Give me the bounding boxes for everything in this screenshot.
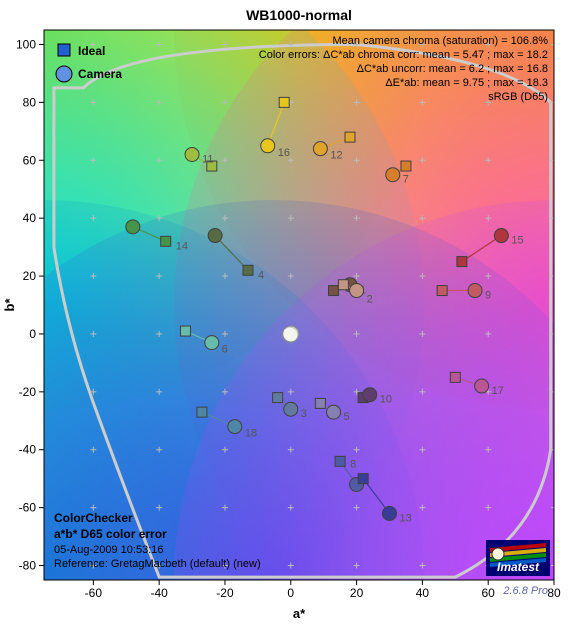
point-label: 17: [492, 385, 504, 397]
point-label: 8: [350, 458, 356, 470]
point-label: 11: [202, 153, 213, 165]
ideal-marker: [358, 474, 368, 484]
y-tick-label: -20: [19, 385, 37, 399]
x-tick-label: 60: [482, 586, 496, 600]
legend-camera-label: Camera: [78, 67, 122, 81]
point-label: 14: [176, 240, 188, 252]
stats-line: sRGB (D65): [488, 91, 548, 103]
y-tick-label: -40: [19, 443, 37, 457]
camera-marker: [468, 284, 482, 298]
camera-marker: [386, 168, 400, 182]
point-label: 5: [344, 411, 350, 423]
point-label: 4: [258, 269, 264, 281]
stats-line: ΔE*ab: mean = 9.75 ; max = 18.3: [385, 77, 548, 89]
point-label: 3: [301, 408, 307, 420]
camera-marker: [205, 336, 219, 350]
camera-marker: [126, 220, 140, 234]
camera-marker: [350, 284, 364, 298]
y-tick-label: 0: [29, 327, 36, 341]
ideal-marker: [437, 286, 447, 296]
x-tick-label: 0: [287, 586, 294, 600]
ideal-marker: [450, 372, 460, 382]
camera-marker: [327, 405, 341, 419]
y-tick-label: -60: [19, 501, 37, 515]
point-label: 18: [245, 428, 257, 440]
ideal-marker: [345, 132, 355, 142]
stats-line: Mean camera chroma (saturation) = 106.8%: [332, 35, 548, 47]
point-label: 6: [222, 344, 228, 356]
info-line4: Reference: GretagMacbeth (default) (new): [54, 558, 261, 570]
x-tick-label: 80: [547, 586, 561, 600]
x-tick-label: 20: [350, 586, 364, 600]
ideal-marker: [338, 280, 348, 290]
ideal-marker: [161, 236, 171, 246]
y-tick-label: 60: [23, 153, 37, 167]
point-label: 10: [380, 394, 392, 406]
camera-marker: [208, 229, 222, 243]
camera-marker: [382, 506, 396, 520]
info-line1: ColorChecker: [54, 511, 133, 525]
legend-camera-swatch: [56, 66, 72, 82]
ideal-marker: [315, 398, 325, 408]
ideal-marker: [401, 161, 411, 171]
x-tick-label: -60: [85, 586, 103, 600]
imatest-logo: Imatest: [486, 540, 550, 576]
camera-marker: [475, 379, 489, 393]
camera-marker: [261, 139, 275, 153]
point-label: 13: [399, 512, 411, 524]
y-tick-label: 40: [23, 211, 37, 225]
point-label: 16: [278, 147, 290, 159]
ideal-marker: [273, 393, 283, 403]
camera-marker: [313, 142, 327, 156]
ideal-marker: [457, 257, 467, 267]
ideal-marker: [335, 456, 345, 466]
legend-ideal-label: Ideal: [78, 44, 105, 58]
y-axis-label: b*: [2, 298, 17, 312]
point-label: 2: [367, 294, 373, 306]
info-line2: a*b* D65 color error: [54, 527, 167, 541]
ideal-marker: [329, 286, 339, 296]
legend-ideal-swatch: [58, 44, 70, 56]
camera-marker: [228, 420, 242, 434]
info-line3: 05-Aug-2009 10:53:16: [54, 544, 163, 556]
stats-line: ΔC*ab uncorr: mean = 6.2 ; max = 16.8: [357, 63, 548, 75]
camera-marker: [185, 147, 199, 161]
point-label: 12: [330, 150, 342, 162]
x-tick-label: -20: [216, 586, 234, 600]
camera-marker: [363, 388, 377, 402]
ideal-marker: [180, 326, 190, 336]
stats-line: Color errors: ΔC*ab chroma corr: mean = …: [259, 49, 548, 61]
ideal-marker: [279, 97, 289, 107]
imatest-label: Imatest: [497, 560, 540, 574]
neutral-marker: [282, 326, 299, 343]
y-tick-label: 100: [16, 37, 36, 51]
version-label: 2.6.8 Pro: [502, 585, 548, 597]
point-label: 9: [485, 290, 491, 302]
camera-marker: [494, 229, 508, 243]
ideal-marker: [197, 407, 207, 417]
x-tick-label: 40: [416, 586, 430, 600]
x-axis-label: a*: [293, 606, 306, 621]
y-tick-label: 20: [23, 269, 37, 283]
x-tick-label: -40: [150, 586, 168, 600]
y-tick-label: -80: [19, 559, 37, 573]
y-tick-label: 80: [23, 95, 37, 109]
point-label: 15: [511, 235, 523, 247]
camera-marker: [284, 402, 298, 416]
chart-title: WB1000-normal: [246, 7, 352, 23]
ideal-marker: [243, 265, 253, 275]
point-label: 7: [403, 174, 409, 186]
